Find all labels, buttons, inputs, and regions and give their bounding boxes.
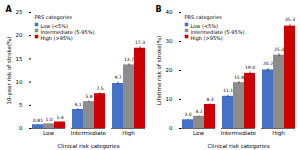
svg-text:0.81: 0.81 <box>33 118 43 123</box>
svg-text:Low: Low <box>43 130 54 136</box>
svg-text:4.1: 4.1 <box>74 102 81 107</box>
svg-text:A: A <box>6 5 13 14</box>
svg-text:30: 30 <box>166 38 173 44</box>
svg-text:Intermediate: Intermediate <box>221 130 257 136</box>
svg-text:10: 10 <box>166 96 173 102</box>
svg-text:Low: Low <box>193 130 204 136</box>
svg-text:20: 20 <box>16 32 23 38</box>
svg-text:5: 5 <box>19 102 23 108</box>
svg-text:20.2: 20.2 <box>263 61 273 66</box>
svg-text:Clinical risk categories: Clinical risk categories <box>208 143 270 150</box>
svg-text:1.4: 1.4 <box>56 115 63 120</box>
svg-text:0: 0 <box>19 125 23 131</box>
svg-text:1.0: 1.0 <box>45 117 52 122</box>
svg-text:11.1: 11.1 <box>223 88 233 93</box>
svg-text:High (>95%): High (>95%) <box>191 35 223 42</box>
svg-text:Intermediate: Intermediate <box>71 130 107 136</box>
svg-text:10: 10 <box>16 79 23 85</box>
svg-text:PRS categories: PRS categories <box>185 14 223 21</box>
svg-text:9.7: 9.7 <box>114 75 121 80</box>
svg-text:4.2: 4.2 <box>195 109 202 114</box>
svg-text:0: 0 <box>169 125 173 131</box>
svg-text:17.3: 17.3 <box>135 40 145 45</box>
svg-text:High (>95%): High (>95%) <box>41 35 73 42</box>
svg-text:25.3: 25.3 <box>274 47 284 52</box>
svg-text:PRS categories: PRS categories <box>35 14 73 21</box>
svg-text:15.8: 15.8 <box>234 75 244 80</box>
svg-text:Clinical risk categories: Clinical risk categories <box>58 143 120 150</box>
svg-text:High: High <box>122 130 135 137</box>
svg-text:15: 15 <box>16 56 23 62</box>
svg-text:8.3: 8.3 <box>206 97 213 102</box>
svg-text:Intermediate (5-95%): Intermediate (5-95%) <box>190 29 245 35</box>
svg-text:20: 20 <box>166 67 173 73</box>
svg-text:High: High <box>272 130 285 137</box>
svg-text:25: 25 <box>16 9 23 15</box>
svg-text:Low (<5%): Low (<5%) <box>40 23 68 29</box>
svg-text:19.0: 19.0 <box>245 65 255 70</box>
svg-text:13.7: 13.7 <box>124 57 134 62</box>
svg-text:7.5: 7.5 <box>96 86 103 91</box>
svg-text:B: B <box>156 5 162 14</box>
svg-text:40: 40 <box>166 9 173 15</box>
svg-text:Intermediate (5-95%): Intermediate (5-95%) <box>40 29 95 35</box>
svg-text:35.3: 35.3 <box>285 17 295 22</box>
svg-text:5.8: 5.8 <box>85 94 92 99</box>
svg-text:Lifetime risk of stroke(%): Lifetime risk of stroke(%) <box>156 36 162 105</box>
svg-text:3.0: 3.0 <box>184 112 191 117</box>
svg-text:Low (<5%): Low (<5%) <box>190 23 218 29</box>
svg-text:10-year risk of stroke(%): 10-year risk of stroke(%) <box>6 37 13 105</box>
